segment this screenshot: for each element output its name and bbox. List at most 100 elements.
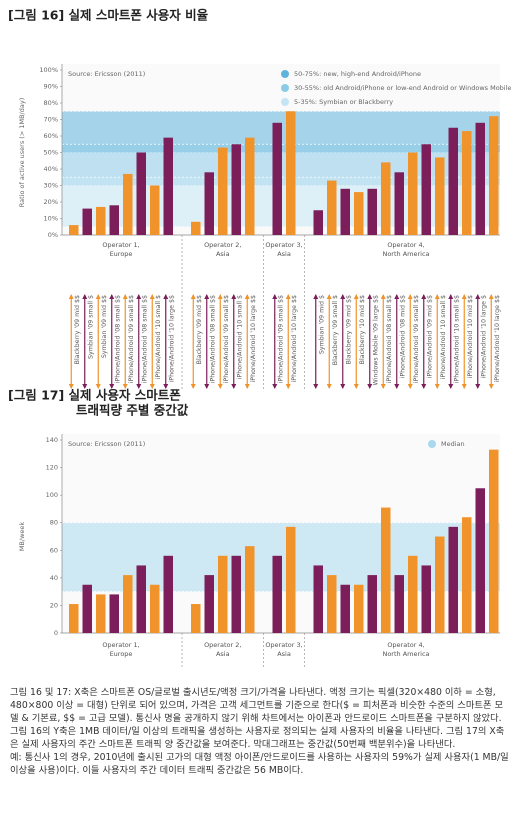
bar [448, 526, 458, 633]
y-tick-label: 80% [44, 99, 58, 107]
bar [191, 221, 201, 235]
bar [82, 208, 92, 235]
category-label: iPhone/Android '09 mid $$ [426, 295, 433, 378]
bar [69, 604, 79, 633]
bar [340, 584, 350, 633]
category-label: iPhone/Android '09 small $$ [223, 295, 230, 383]
bar [136, 565, 146, 633]
bar [435, 157, 445, 235]
group-label: Asia [216, 650, 230, 658]
bar [204, 575, 214, 633]
category-label: iPhone/Android '09 small $$ [277, 295, 284, 383]
category-label: iPhone/Android '08 small $$ [114, 295, 121, 383]
bar [408, 152, 418, 235]
category-label: iPhone/Android '10 small $$ [453, 295, 460, 383]
bar [96, 206, 106, 235]
legend-swatch [281, 84, 289, 92]
bar [313, 210, 323, 235]
bar [163, 555, 173, 633]
bar [367, 188, 377, 235]
bar [340, 188, 350, 235]
bar [489, 116, 499, 235]
bar [462, 517, 472, 633]
category-label: Windows Mobile '09 large $$ [372, 295, 379, 385]
category-label: iPhone/Android '10 small $ [155, 295, 162, 379]
y-tick-label: 20% [44, 198, 58, 206]
group-label: Operator 4, [387, 641, 424, 649]
bar [475, 488, 485, 633]
bar [462, 131, 472, 235]
y-tick-label: 70% [44, 116, 58, 124]
bar [218, 555, 228, 633]
bar [475, 122, 485, 235]
bar [354, 192, 364, 235]
category-label: Blackberry '09 mid $$ [196, 295, 203, 364]
category-label: Blackberry '10 mid $$ [359, 295, 366, 364]
note: 예: 통신사 1의 경우, 2010년에 출시된 고가의 대형 액정 아이폰/안… [10, 752, 509, 776]
category-label: Symbian '09 mid $$ [101, 295, 108, 358]
y-axis-label: MB/week [18, 522, 26, 552]
bar [82, 584, 92, 633]
category-label: iPhone/Android '10 large $ [480, 295, 487, 378]
bar [109, 594, 119, 633]
group-label: Operator 3, [265, 241, 302, 249]
legend-label: 5-35%: Symbian or Blackberry [294, 98, 393, 106]
group-label: Operator 4, [387, 241, 424, 249]
bar [109, 205, 119, 235]
bar [489, 449, 499, 633]
legend-label: Median [441, 440, 465, 448]
category-label: iPhone/Android '08 mid $$ [399, 295, 406, 378]
bar [286, 111, 296, 235]
chart-title: 트래픽량 주별 중간값 [76, 403, 189, 418]
y-tick-label: 60% [44, 132, 58, 140]
y-tick-label: 80 [50, 519, 58, 527]
legend-swatch [428, 440, 436, 448]
bar [163, 137, 173, 235]
note: 그림 16 및 17: X축은 스마트폰 OS/글로벌 출시년도/액정 크기/가… [10, 687, 504, 724]
category-label: iPhone/Android '10 large $$ [494, 295, 501, 382]
y-tick-label: 20 [50, 601, 58, 609]
group-label: Asia [277, 250, 291, 258]
y-tick-label: 140 [46, 436, 58, 444]
y-tick-label: 50% [44, 149, 58, 157]
bar [327, 575, 337, 633]
y-tick-label: 100 [46, 491, 58, 499]
group-label: Europe [110, 650, 133, 658]
bar [96, 594, 106, 633]
bar [394, 575, 404, 633]
bar [136, 152, 146, 235]
y-tick-label: 0 [54, 629, 58, 637]
bar [150, 584, 160, 633]
bar [69, 225, 79, 235]
category-label: iPhone/Android '10 large $$ [250, 295, 257, 382]
group-label: Asia [216, 250, 230, 258]
notes: 그림 16 및 17: X축은 스마트폰 OS/글로벌 출시년도/액정 크기/가… [10, 686, 510, 777]
bar [367, 575, 377, 633]
bar [408, 555, 418, 633]
bar [123, 575, 133, 633]
bar [354, 584, 364, 633]
bar [448, 127, 458, 235]
bar [286, 526, 296, 633]
chart-title: [그림 17] 실제 사용자 스마트폰 [8, 388, 181, 403]
category-label: Symbian '09 small $ [87, 295, 94, 359]
bar [150, 185, 160, 235]
legend-swatch [281, 98, 289, 106]
source: Source: Ericsson (2011) [68, 70, 145, 78]
group-label: Europe [110, 250, 133, 258]
group-label: Asia [277, 650, 291, 658]
bar [381, 507, 391, 633]
category-label: iPhone/Android '08 small $$ [141, 295, 148, 383]
y-tick-label: 10% [44, 215, 58, 223]
bar [421, 565, 431, 633]
y-tick-label: 0% [48, 231, 58, 239]
group-label: Operator 3, [265, 641, 302, 649]
y-tick-label: 120 [46, 464, 58, 472]
group-label: Operator 1, [102, 241, 139, 249]
category-label: Blackberry '09 mid $$ [345, 295, 352, 364]
bar [245, 137, 255, 235]
chart-title: [그림 16] 실제 스마트폰 사용자 비율 [8, 8, 209, 23]
bar [204, 172, 214, 235]
bar [231, 144, 241, 235]
bar [327, 180, 337, 235]
